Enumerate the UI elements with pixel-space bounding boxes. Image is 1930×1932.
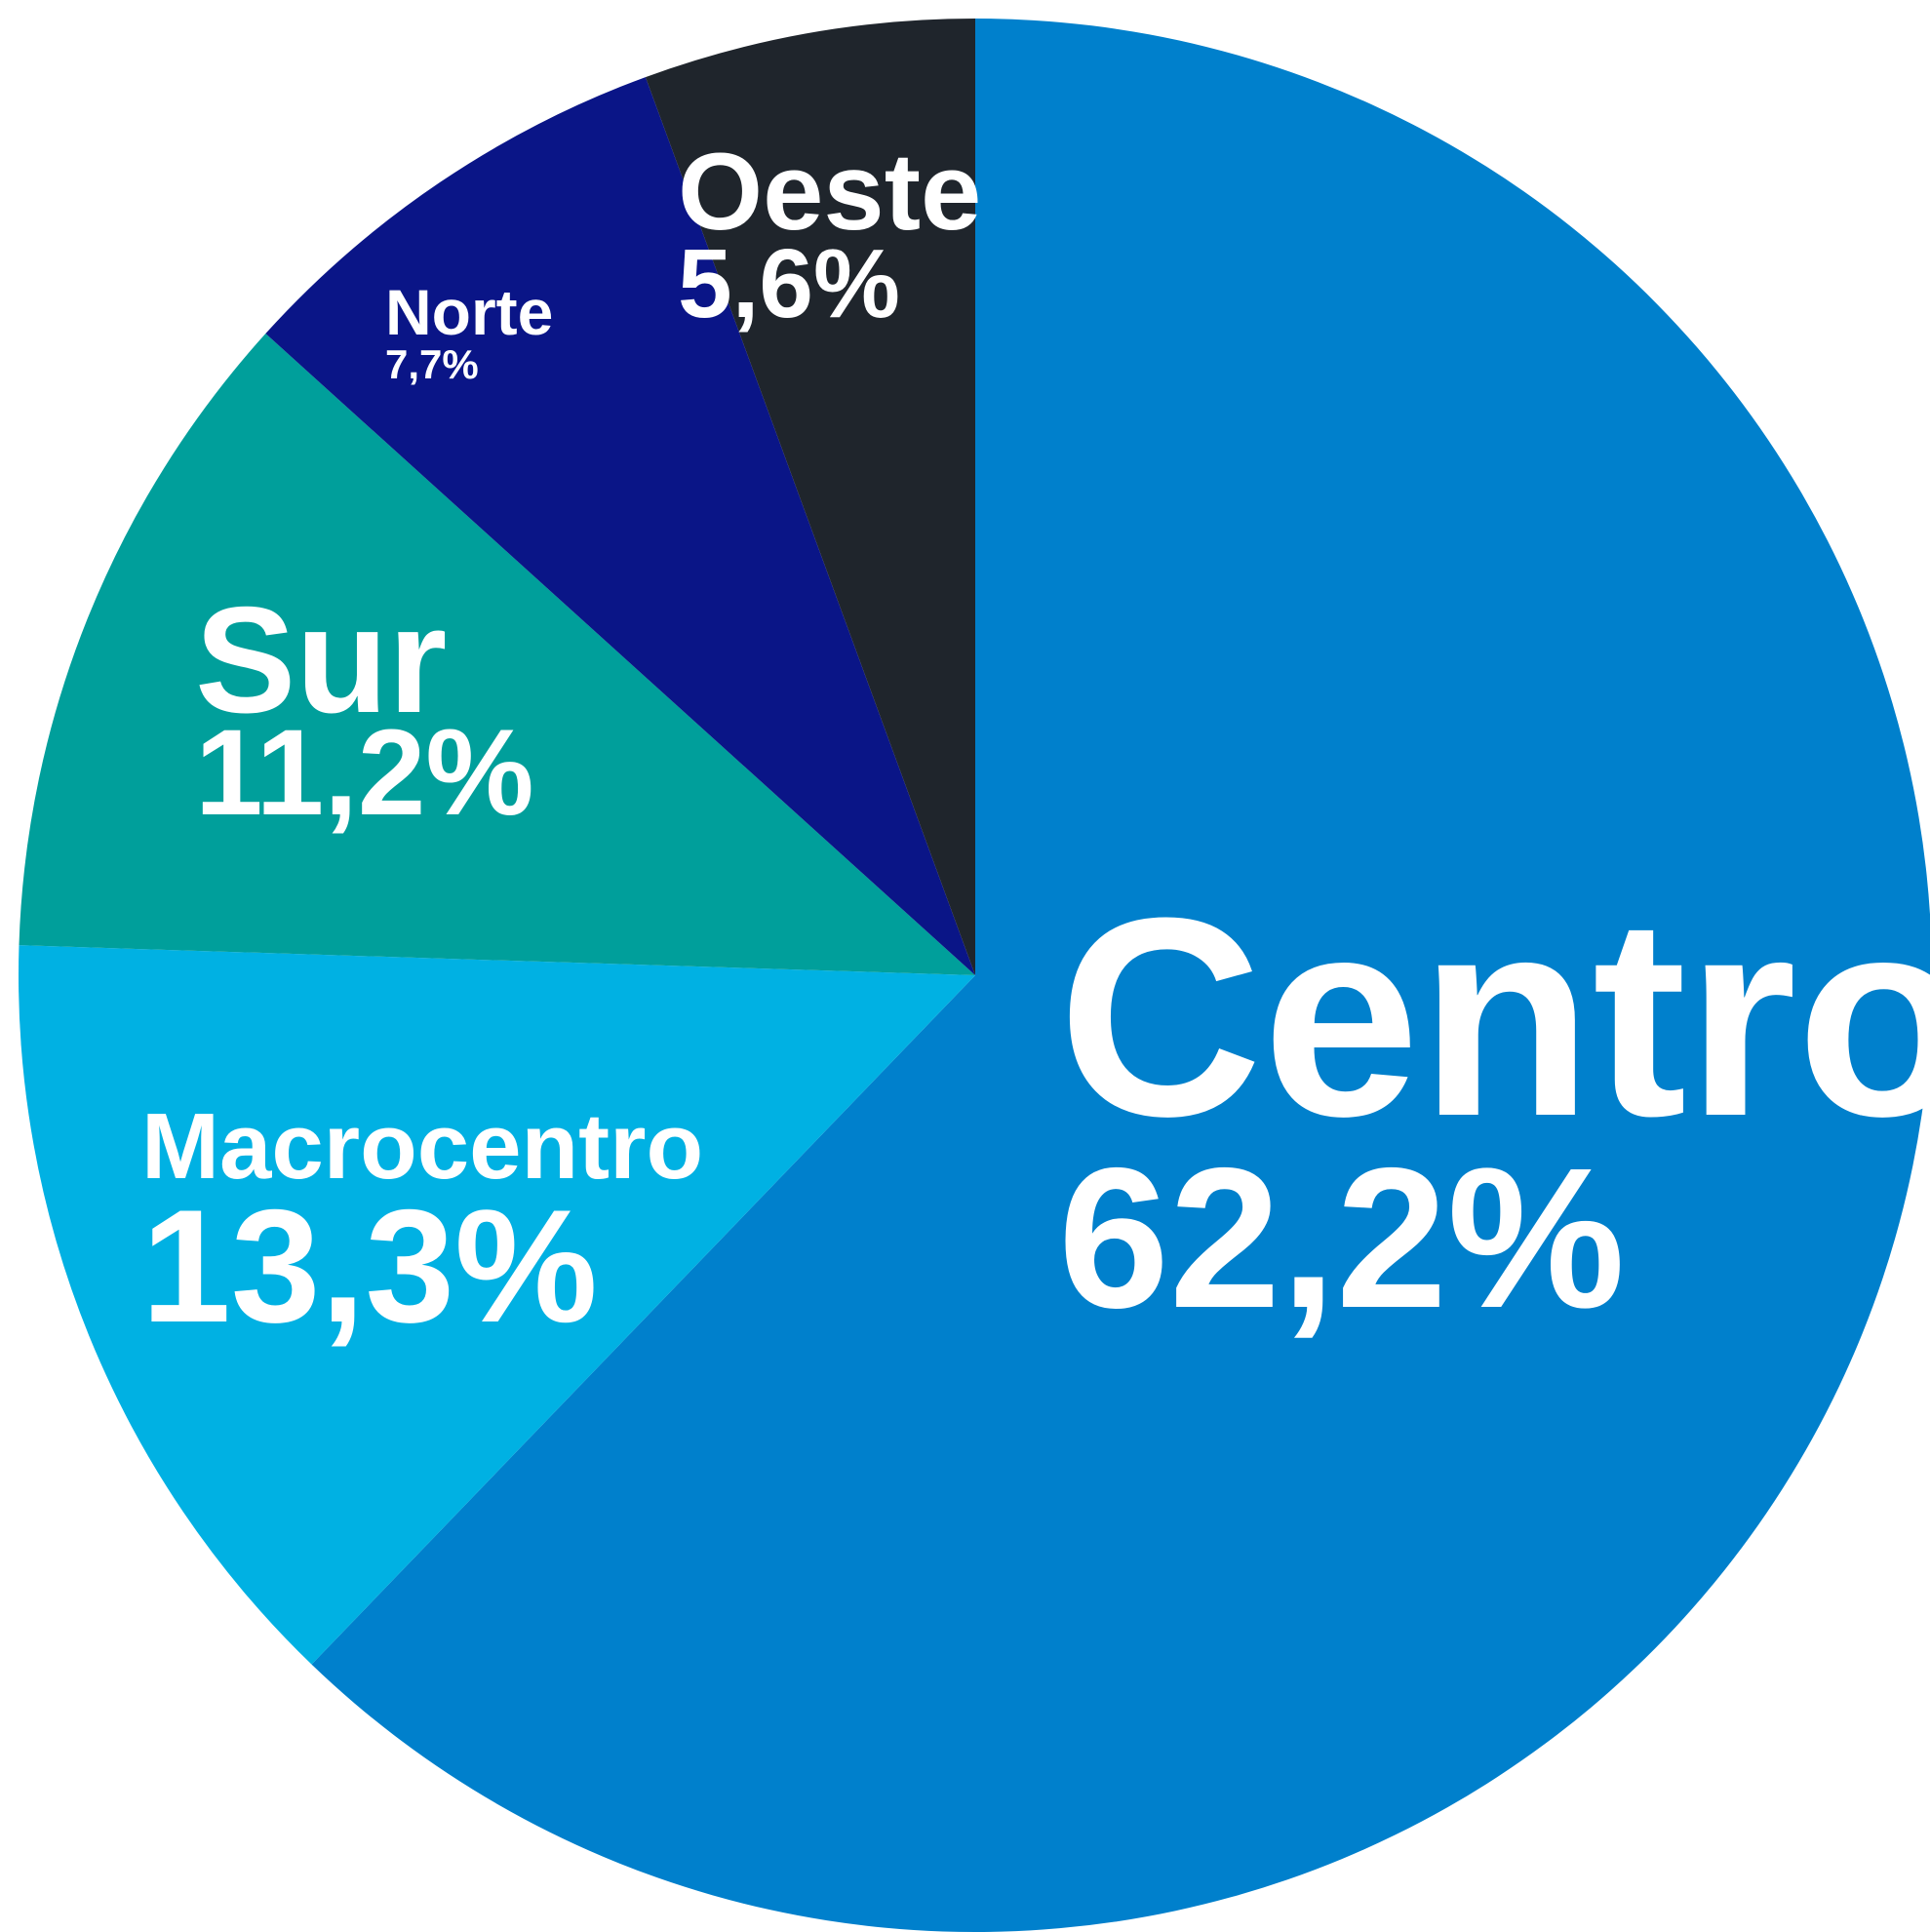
slice-name: Sur — [195, 575, 447, 744]
slice-value: 5,6% — [678, 229, 900, 338]
slice-value: 11,2% — [195, 705, 534, 841]
slice-value: 7,7% — [385, 341, 479, 387]
pie-slice — [265, 77, 975, 975]
pie-slice — [18, 945, 975, 1665]
slice-value: 13,3% — [141, 1176, 598, 1356]
pie-slice — [19, 334, 975, 975]
pie-slice — [645, 19, 975, 975]
slice-name: Centro — [1058, 859, 1930, 1175]
pie-slice — [311, 19, 1930, 1932]
slice-name: Oeste — [678, 131, 981, 253]
slice-name: Macrocentro — [141, 1094, 703, 1199]
slice-name: Norte — [385, 276, 553, 348]
slice-value: 62,2% — [1058, 1126, 1625, 1350]
